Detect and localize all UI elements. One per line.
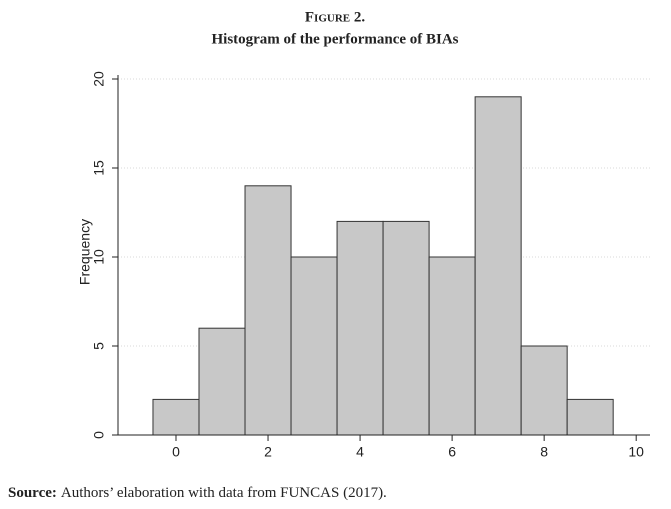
y-tick-label: 5 xyxy=(91,342,107,350)
bar xyxy=(152,398,200,436)
y-tick-label: 20 xyxy=(91,71,107,87)
x-tick-label: 0 xyxy=(172,444,180,460)
source-label: Source: xyxy=(8,485,57,501)
bar xyxy=(428,256,476,436)
x-tick-label: 2 xyxy=(264,444,272,460)
bar xyxy=(336,220,384,436)
x-tick-label: 6 xyxy=(448,444,456,460)
bar xyxy=(520,345,568,436)
bar xyxy=(244,185,292,436)
bar xyxy=(290,256,338,436)
x-tick-label: 10 xyxy=(628,444,644,460)
bar xyxy=(382,220,430,436)
y-tick-label: 15 xyxy=(91,160,107,176)
chart-title: Figure 2. xyxy=(305,9,365,25)
x-tick-label: 8 xyxy=(540,444,548,460)
source-note: Source: Authors’ elaboration with data fr… xyxy=(8,485,387,501)
bar xyxy=(198,327,246,436)
y-tick-label: 10 xyxy=(91,249,107,265)
source-text: Authors’ elaboration with data from FUNC… xyxy=(61,485,387,501)
x-tick-label: 4 xyxy=(356,444,364,460)
y-axis-label: Frequency xyxy=(77,219,93,285)
bar xyxy=(474,96,522,436)
chart-subtitle: Histogram of the performance of BIAs xyxy=(211,31,458,47)
bar xyxy=(566,398,614,436)
y-tick-label: 0 xyxy=(91,431,107,439)
